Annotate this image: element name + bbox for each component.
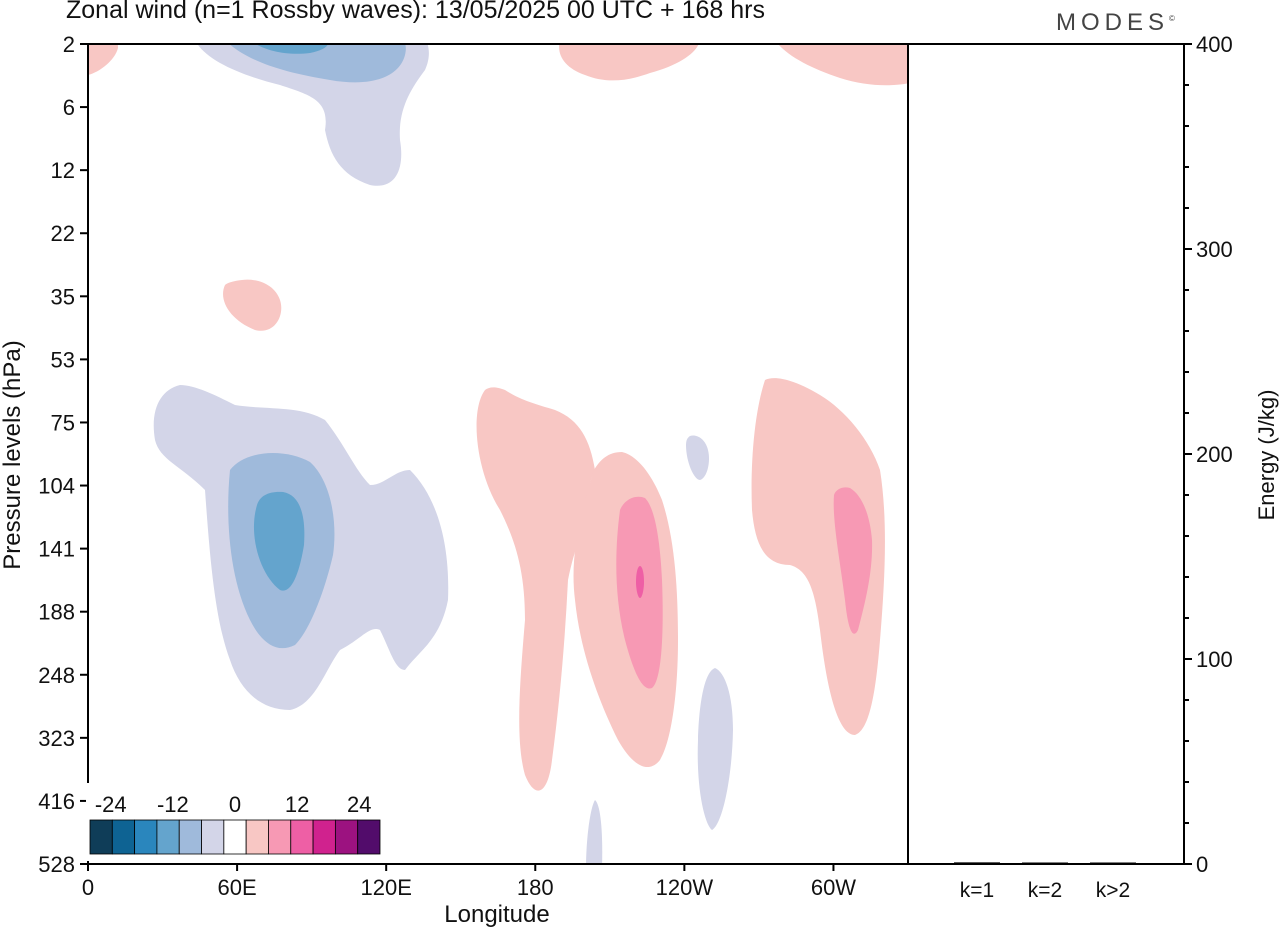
energy-tick-label: 100	[1196, 647, 1233, 672]
contour-fill-layer	[88, 44, 908, 864]
energy-category-label: k=1	[960, 879, 994, 902]
colorbar-tick-label: 0	[229, 792, 241, 817]
x-tick-label: 60E	[218, 875, 257, 900]
energy-axis-label: Energy (J/kg)	[1254, 390, 1279, 521]
y-tick-label: 6	[63, 95, 75, 120]
x-axis-label: Longitude	[444, 901, 549, 928]
pos-contour-4-180	[476, 387, 595, 791]
neg-contour-12-main	[253, 491, 305, 591]
colorbar-swatch	[178, 819, 202, 855]
energy-tick-label: 300	[1196, 237, 1233, 262]
brand-mark: ©	[1169, 14, 1175, 23]
colorbar-swatch	[111, 819, 136, 855]
x-tick-label: 180	[517, 875, 554, 900]
colorbar-legend: -24 -12 0 12 24	[86, 783, 384, 861]
colorbar-swatch	[290, 819, 314, 855]
energy-bars	[954, 862, 1136, 864]
colorbar-swatch	[89, 819, 113, 855]
pos-contour-4-top-left	[88, 44, 118, 75]
modes-logo: MODES©	[1056, 9, 1175, 37]
chart-title: Zonal wind (n=1 Rossby waves): 13/05/202…	[66, 0, 765, 24]
neg-contour-4-small1	[686, 435, 710, 480]
heatmap-frame	[87, 43, 909, 865]
x-tick-label: 60W	[811, 875, 856, 900]
energy-category-label: k>2	[1096, 879, 1130, 902]
y-tick-label: 416	[38, 789, 75, 814]
colorbar-swatch	[201, 819, 225, 855]
energy-axis-ticks: 0 100 200 300 400	[1184, 32, 1233, 877]
brand-text: MODES	[1056, 9, 1170, 36]
pos-contour-12-120W	[636, 566, 644, 598]
colorbar-swatch	[334, 819, 359, 855]
x-tick-label: 120E	[360, 875, 411, 900]
colorbar-swatch	[357, 819, 381, 855]
pos-contour-4-35	[223, 279, 282, 331]
energy-category-label: k=2	[1028, 879, 1062, 902]
x-tick-label: 120W	[656, 875, 714, 900]
energy-tick-label: 0	[1196, 852, 1208, 877]
hovmoller-heatmap: 0 60E 120E 180 120W 60W 2 6 12 22 35 53 75 104 141 188…	[0, 32, 909, 928]
energy-tick-label: 200	[1196, 442, 1233, 467]
y-tick-label: 104	[38, 474, 75, 499]
pos-contour-8-60W	[833, 487, 873, 634]
energy-bar-chart: 0 100 200 300 400 k=1 k=2 k>2 Energy (J/kg)	[908, 32, 1279, 902]
pos-contour-4-top-mid	[559, 44, 699, 81]
y-tick-label: 35	[51, 284, 75, 309]
y-tick-label: 248	[38, 663, 75, 688]
colorbar-swatch	[134, 819, 158, 855]
colorbar-swatch	[268, 819, 292, 855]
neg-contour-4-small3	[586, 800, 603, 864]
neg-contour-4-small2	[697, 668, 733, 830]
pos-contour-4-60W	[751, 378, 885, 735]
y-axis-label: Pressure levels (hPa)	[0, 340, 26, 569]
y-tick-label: 53	[51, 347, 75, 372]
energy-category-ticks: k=1 k=2 k>2	[960, 879, 1130, 902]
y-tick-label: 188	[38, 600, 75, 625]
colorbar-tick-label: 24	[347, 792, 371, 817]
colorbar-swatch	[312, 819, 336, 855]
y-tick-label: 12	[51, 158, 75, 183]
colorbar-tick-label: -12	[157, 792, 189, 817]
colorbar-tick-label: 12	[285, 792, 309, 817]
y-tick-label: 75	[51, 410, 75, 435]
colorbar-swatch	[223, 819, 247, 855]
colorbar-swatch	[245, 819, 269, 855]
y-tick-label: 323	[38, 726, 75, 751]
x-tick-label: 0	[82, 875, 94, 900]
y-tick-label: 2	[63, 32, 75, 57]
x-axis-ticks: 0 60E 120E 180 120W 60W	[82, 864, 856, 900]
energy-bar	[954, 862, 1000, 864]
energy-bar	[1090, 862, 1136, 864]
energy-tick-label: 400	[1196, 32, 1233, 57]
neg-contour-12-top	[255, 44, 328, 54]
pos-contour-4-top-right	[778, 44, 908, 86]
colorbar-swatch	[156, 819, 180, 855]
energy-bar	[1022, 862, 1068, 864]
colorbar-tick-label: -24	[95, 792, 127, 817]
y-tick-label: 141	[38, 537, 75, 562]
y-tick-label: 22	[51, 221, 75, 246]
neg-contour-8-top	[229, 44, 406, 83]
y-tick-label: 528	[38, 852, 75, 877]
y-axis-ticks: 2 6 12 22 35 53 75 104 141 188 248 323 416 528	[38, 32, 88, 877]
